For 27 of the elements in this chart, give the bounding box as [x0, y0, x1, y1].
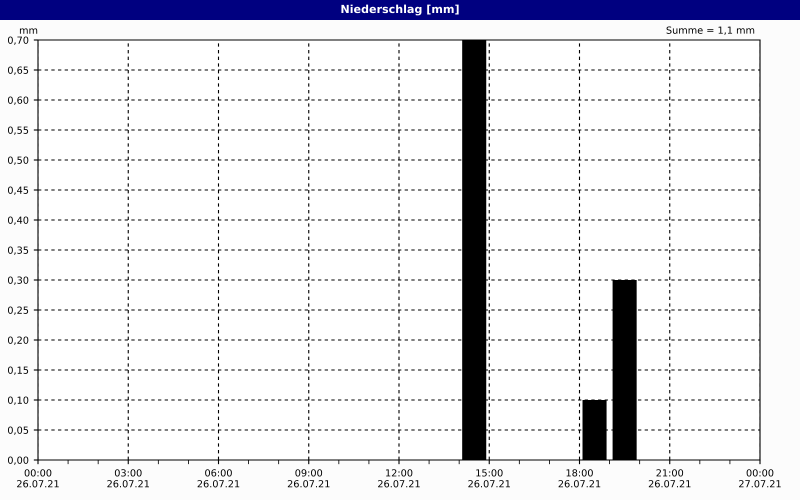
- x-tick-label: 09:00 26.07.21: [288, 469, 330, 488]
- y-tick-label: 0,05: [8, 426, 28, 435]
- y-tick-label: 0,20: [8, 336, 28, 345]
- y-tick-label: 0,15: [8, 366, 28, 375]
- y-tick-label: 0,70: [8, 36, 28, 45]
- text: Summe = 1,1 mm: [666, 26, 754, 35]
- x-tick-label: 00:00 27.07.21: [739, 469, 781, 488]
- x-tick-label: 18:00 26.07.21: [558, 469, 600, 488]
- y-tick-label: 0,25: [8, 306, 28, 315]
- y-tick-label: 0,65: [8, 66, 28, 75]
- y-tick-label: 0,10: [8, 396, 28, 405]
- x-tick-label: 21:00 26.07.21: [648, 469, 690, 488]
- x-tick-label: 06:00 26.07.21: [198, 469, 240, 488]
- x-tick-label: 03:00 26.07.21: [107, 469, 149, 488]
- x-tick-label: 15:00 26.07.21: [468, 469, 510, 488]
- y-tick-label: 0,45: [8, 186, 28, 195]
- x-tick-label: 12:00 26.07.21: [378, 469, 420, 488]
- chart-title: Niederschlag [mm]: [341, 4, 459, 16]
- x-tick-label: 00:00 26.07.21: [17, 469, 59, 488]
- y-axis-title: mm: [20, 28, 38, 34]
- y-tick-label: 0,00: [8, 456, 28, 465]
- y-tick-label: 0,55: [8, 126, 28, 135]
- y-tick-label: 0,35: [8, 246, 28, 255]
- y-tick-label: 0,40: [8, 216, 28, 225]
- y-tick-label: 0,30: [8, 276, 28, 285]
- y-tick-label: 0,50: [8, 156, 28, 165]
- y-tick-label: 0,60: [8, 96, 28, 105]
